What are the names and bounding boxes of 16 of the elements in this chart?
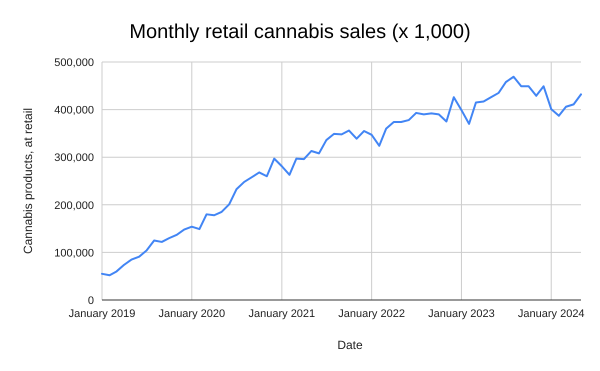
x-tick-label: January 2022 xyxy=(338,308,405,320)
y-tick-label: 500,000 xyxy=(54,57,94,69)
y-tick-label: 400,000 xyxy=(54,104,94,117)
x-tick-label: January 2024 xyxy=(518,308,585,320)
chart-title: Monthly retail cannabis sales (x 1,000) xyxy=(129,21,471,43)
line-series xyxy=(101,76,582,276)
x-tick-label: January 2019 xyxy=(68,308,136,320)
x-tick-label: January 2021 xyxy=(248,308,316,320)
y-axis-title: Cannabis products, at retail xyxy=(21,108,35,254)
x-axis-title: Date xyxy=(337,338,363,352)
y-tick-label: 0 xyxy=(88,295,94,307)
x-tick-label: January 2020 xyxy=(158,308,226,320)
y-tick-label: 200,000 xyxy=(54,200,94,212)
y-tick-label: 300,000 xyxy=(54,152,94,164)
x-tick-label: January 2023 xyxy=(428,308,495,320)
y-tick-label: 100,000 xyxy=(54,247,94,260)
